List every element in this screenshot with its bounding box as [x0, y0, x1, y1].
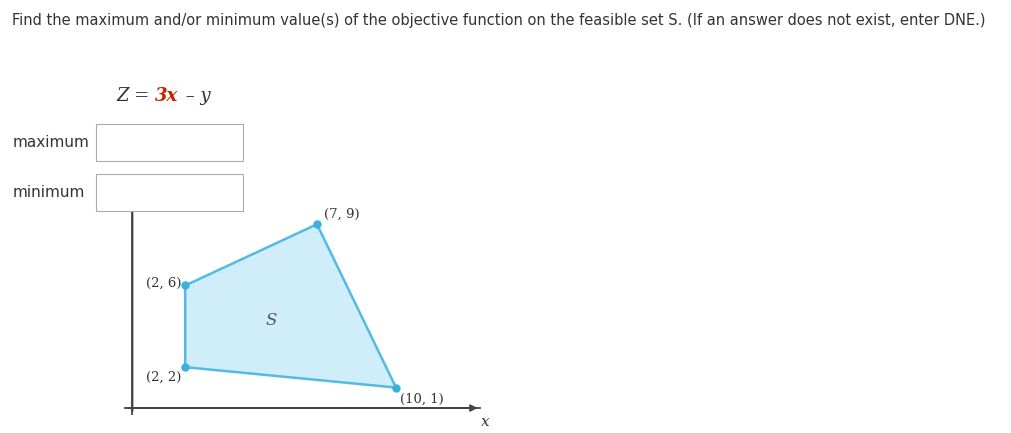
Text: S: S — [265, 312, 277, 329]
Text: – y: – y — [180, 87, 210, 105]
Text: (7, 9): (7, 9) — [324, 207, 359, 220]
Text: Z =: Z = — [116, 87, 156, 105]
Text: maximum: maximum — [12, 136, 89, 150]
Text: y: y — [142, 181, 151, 195]
Text: minimum: minimum — [12, 185, 85, 200]
Text: (2, 6): (2, 6) — [146, 277, 181, 290]
Text: Find the maximum and/or minimum value(s) of the objective function on the feasib: Find the maximum and/or minimum value(s)… — [12, 13, 986, 28]
Text: (10, 1): (10, 1) — [400, 392, 444, 405]
Polygon shape — [185, 224, 396, 388]
Text: x: x — [481, 415, 490, 429]
Text: (2, 2): (2, 2) — [146, 371, 181, 384]
Text: 3x: 3x — [155, 87, 178, 105]
